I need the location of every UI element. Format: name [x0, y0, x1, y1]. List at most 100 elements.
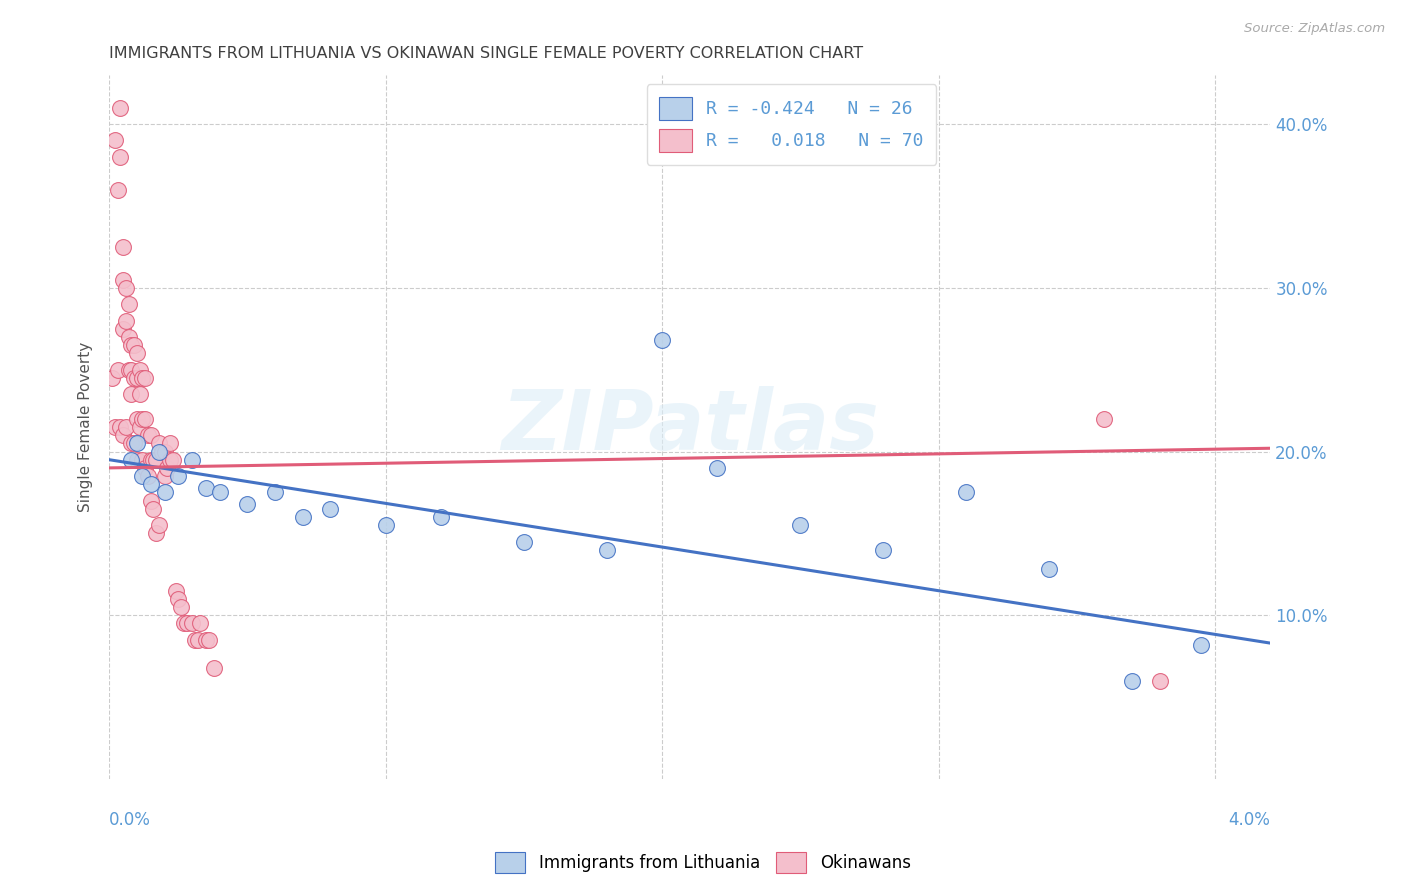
Text: 4.0%: 4.0%	[1229, 811, 1271, 829]
Legend: Immigrants from Lithuania, Okinawans: Immigrants from Lithuania, Okinawans	[488, 846, 918, 880]
Point	[125, 346, 148, 360]
Point	[122, 436, 145, 450]
Point	[596, 542, 619, 557]
Legend: R = -0.424   N = 26, R =   0.018   N = 70: R = -0.424 N = 26, R = 0.018 N = 70	[647, 84, 936, 165]
Point	[107, 362, 129, 376]
Point	[112, 322, 135, 336]
Point	[142, 501, 165, 516]
Point	[122, 371, 145, 385]
Point	[374, 518, 396, 533]
Point	[139, 493, 162, 508]
Point	[134, 461, 156, 475]
Text: IMMIGRANTS FROM LITHUANIA VS OKINAWAN SINGLE FEMALE POVERTY CORRELATION CHART: IMMIGRANTS FROM LITHUANIA VS OKINAWAN SI…	[110, 46, 863, 62]
Point	[110, 420, 132, 434]
Point	[150, 444, 173, 458]
Point	[162, 452, 184, 467]
Point	[513, 534, 536, 549]
Point	[319, 501, 342, 516]
Point	[195, 632, 218, 647]
Point	[706, 461, 728, 475]
Point	[112, 240, 135, 254]
Point	[197, 632, 219, 647]
Point	[131, 371, 153, 385]
Point	[236, 497, 259, 511]
Point	[110, 101, 132, 115]
Point	[264, 485, 287, 500]
Point	[167, 469, 190, 483]
Point	[136, 428, 159, 442]
Point	[181, 616, 204, 631]
Point	[187, 632, 209, 647]
Point	[139, 452, 162, 467]
Point	[104, 420, 127, 434]
Point	[789, 518, 811, 533]
Point	[1149, 673, 1171, 688]
Point	[153, 444, 176, 458]
Point	[184, 632, 207, 647]
Point	[1038, 562, 1060, 576]
Point	[195, 481, 218, 495]
Point	[112, 272, 135, 286]
Text: Source: ZipAtlas.com: Source: ZipAtlas.com	[1244, 22, 1385, 36]
Point	[131, 452, 153, 467]
Point	[134, 371, 156, 385]
Point	[117, 297, 139, 311]
Point	[173, 616, 195, 631]
Point	[110, 150, 132, 164]
Point	[117, 330, 139, 344]
Point	[114, 313, 136, 327]
Point	[128, 387, 150, 401]
Point	[159, 436, 181, 450]
Point	[120, 436, 142, 450]
Point	[104, 133, 127, 147]
Point	[114, 281, 136, 295]
Point	[120, 452, 142, 467]
Point	[181, 452, 204, 467]
Point	[131, 411, 153, 425]
Point	[176, 616, 198, 631]
Point	[128, 362, 150, 376]
Point	[148, 444, 170, 458]
Point	[159, 452, 181, 467]
Point	[651, 333, 673, 347]
Point	[955, 485, 977, 500]
Point	[120, 338, 142, 352]
Text: ZIPatlas: ZIPatlas	[501, 386, 879, 467]
Point	[291, 510, 314, 524]
Point	[136, 469, 159, 483]
Point	[190, 616, 212, 631]
Point	[1121, 673, 1143, 688]
Point	[128, 420, 150, 434]
Point	[112, 428, 135, 442]
Point	[148, 436, 170, 450]
Point	[125, 371, 148, 385]
Point	[120, 362, 142, 376]
Point	[101, 371, 124, 385]
Point	[142, 452, 165, 467]
Point	[107, 182, 129, 196]
Point	[156, 461, 179, 475]
Point	[117, 362, 139, 376]
Point	[153, 485, 176, 500]
Point	[148, 518, 170, 533]
Point	[167, 591, 190, 606]
Point	[139, 428, 162, 442]
Point	[202, 661, 225, 675]
Point	[430, 510, 453, 524]
Point	[131, 469, 153, 483]
Point	[114, 420, 136, 434]
Point	[145, 452, 167, 467]
Point	[208, 485, 231, 500]
Point	[134, 411, 156, 425]
Point	[125, 411, 148, 425]
Point	[139, 477, 162, 491]
Point	[170, 600, 193, 615]
Point	[1189, 638, 1212, 652]
Point	[165, 583, 187, 598]
Y-axis label: Single Female Poverty: Single Female Poverty	[79, 342, 93, 512]
Point	[120, 387, 142, 401]
Point	[872, 542, 894, 557]
Text: 0.0%: 0.0%	[110, 811, 150, 829]
Point	[145, 526, 167, 541]
Point	[125, 436, 148, 450]
